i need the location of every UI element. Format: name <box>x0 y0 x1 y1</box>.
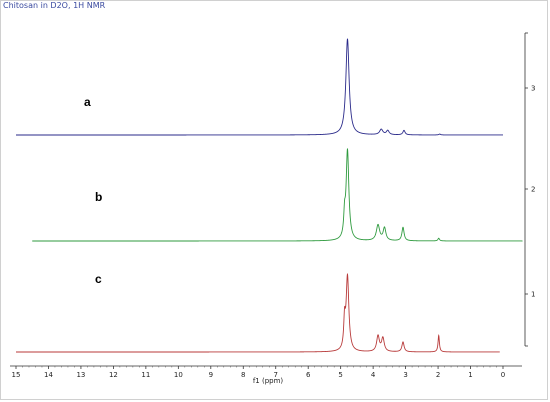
spectrum-label-c: c <box>95 272 102 286</box>
spectrum-label-a: a <box>84 95 91 109</box>
x-tick-label: 4 <box>371 371 376 379</box>
x-tick-label: 12 <box>109 371 118 379</box>
spectrum-line-b <box>32 147 523 242</box>
spectrum-label-b: b <box>95 190 102 204</box>
spectra-group <box>16 38 523 353</box>
x-tick-label: 0 <box>501 371 505 379</box>
x-tick-label: 8 <box>241 371 245 379</box>
spectrum-line-c <box>16 272 500 353</box>
x-tick-label: 3 <box>403 371 407 379</box>
y-tick-label: 1 <box>531 291 535 299</box>
x-tick-label: 5 <box>338 371 342 379</box>
y-tick-label: 3 <box>531 85 535 93</box>
x-axis: 15 14 13 12 11 10 9 8 7 6 5 4 3 2 1 0 <box>10 365 522 379</box>
x-tick-label: 11 <box>141 371 150 379</box>
chart-title: Chitosan in D2O, 1H NMR <box>3 1 106 10</box>
x-axis-label: f1 (ppm) <box>253 377 284 385</box>
x-tick-label: 13 <box>76 371 85 379</box>
x-tick-label: 6 <box>306 371 311 379</box>
x-tick-label: 9 <box>209 371 213 379</box>
y-tick-label: 2 <box>531 186 535 194</box>
x-tick-label: 2 <box>436 371 440 379</box>
x-tick-label: 15 <box>12 371 21 379</box>
y-axis: 1 2 3 <box>524 32 535 347</box>
x-tick-label: 10 <box>174 371 183 379</box>
x-tick-label: 14 <box>44 371 53 379</box>
spectrum-line-a <box>16 38 503 136</box>
x-tick-label: 1 <box>468 371 472 379</box>
x-tick-label: 7 <box>273 371 277 379</box>
